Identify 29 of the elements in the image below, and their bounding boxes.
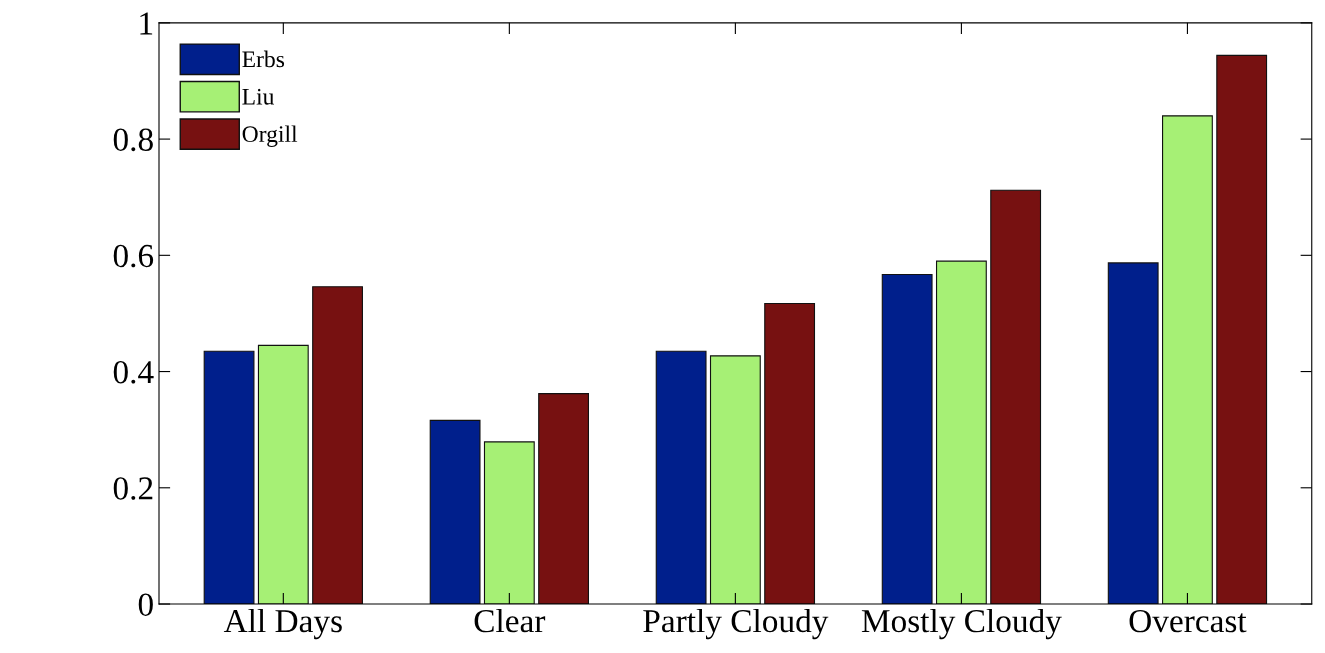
y-tick-label: 0 — [138, 593, 153, 616]
legend-label: Orgill — [242, 125, 298, 147]
y-tick-label: 0.2 — [113, 477, 153, 500]
bar — [709, 355, 761, 605]
bar — [203, 350, 255, 605]
bar — [257, 344, 309, 605]
y-tick-label: 0.6 — [113, 244, 154, 268]
bar — [655, 350, 707, 605]
x-tick-label: Overcast — [1129, 609, 1247, 633]
bar — [1107, 262, 1159, 605]
bar — [312, 286, 363, 605]
bar — [538, 393, 590, 605]
bar — [1216, 54, 1268, 605]
legend-label: Erbs — [242, 50, 285, 68]
bar — [429, 419, 481, 605]
x-tick-label: Partly Cloudy — [643, 608, 829, 640]
y-tick-label: 0.4 — [113, 360, 154, 384]
y-tick-label: 0.8 — [113, 128, 153, 152]
bar — [990, 189, 1042, 605]
legend-label: Liu — [242, 88, 275, 105]
x-tick-label: All Days — [223, 608, 342, 640]
bar — [483, 441, 535, 605]
x-tick-label: Mostly Cloudy — [861, 608, 1062, 640]
bar — [764, 303, 816, 605]
bar — [935, 260, 987, 605]
x-tick-label: Clear — [474, 608, 546, 633]
y-tick-label: 1 — [140, 12, 153, 35]
bar — [1162, 115, 1213, 605]
bar — [881, 273, 933, 605]
